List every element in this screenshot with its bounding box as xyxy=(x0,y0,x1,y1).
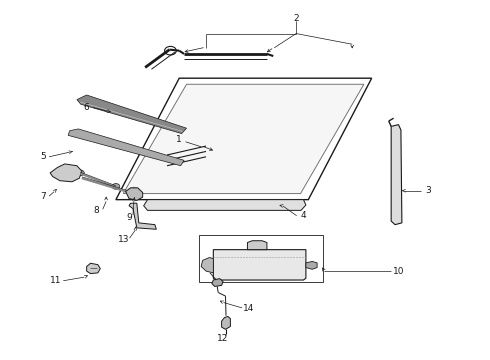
Circle shape xyxy=(76,170,84,176)
Text: 2: 2 xyxy=(294,14,299,23)
Text: 4: 4 xyxy=(301,211,306,220)
Polygon shape xyxy=(247,241,267,249)
Circle shape xyxy=(60,168,73,177)
Polygon shape xyxy=(391,125,402,225)
Circle shape xyxy=(112,184,120,189)
Polygon shape xyxy=(50,164,82,182)
Text: 10: 10 xyxy=(392,267,404,276)
Text: 6: 6 xyxy=(84,103,90,112)
Text: 9: 9 xyxy=(126,213,132,222)
Polygon shape xyxy=(201,257,213,273)
Circle shape xyxy=(130,187,138,193)
Polygon shape xyxy=(306,261,317,269)
Text: 11: 11 xyxy=(50,276,62,285)
Polygon shape xyxy=(213,249,306,280)
Text: 8: 8 xyxy=(94,206,99,215)
Text: 5: 5 xyxy=(40,152,46,161)
Text: 14: 14 xyxy=(243,304,255,313)
Text: 12: 12 xyxy=(218,334,229,343)
Text: 13: 13 xyxy=(119,235,130,244)
Polygon shape xyxy=(212,279,223,287)
Polygon shape xyxy=(125,188,143,201)
Polygon shape xyxy=(144,200,306,210)
Polygon shape xyxy=(77,95,187,134)
Polygon shape xyxy=(221,316,230,329)
Polygon shape xyxy=(87,263,100,274)
Text: 1: 1 xyxy=(176,135,182,144)
Polygon shape xyxy=(129,203,156,229)
Text: 7: 7 xyxy=(40,192,46,201)
Polygon shape xyxy=(68,129,184,166)
Polygon shape xyxy=(123,84,364,194)
Text: 3: 3 xyxy=(425,186,431,195)
